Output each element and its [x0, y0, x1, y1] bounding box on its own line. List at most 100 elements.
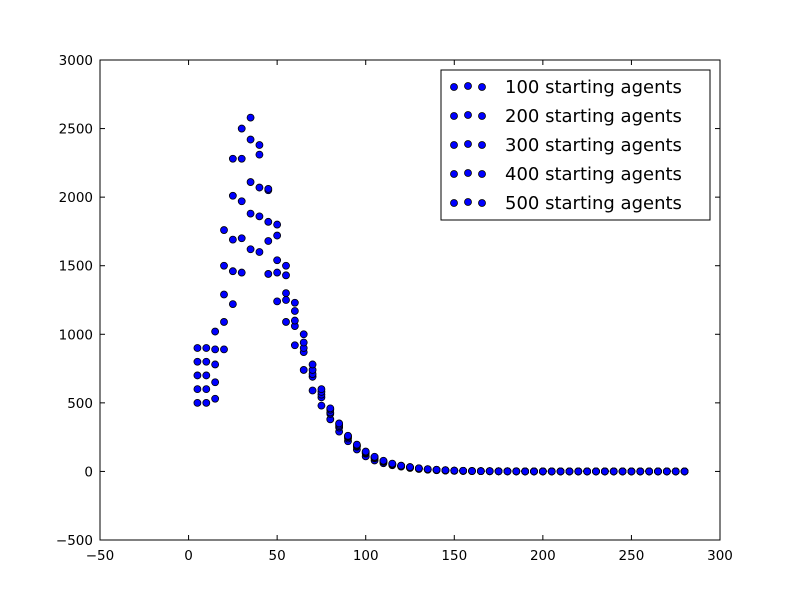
data-point-series-5 [432, 465, 441, 474]
data-point-series-5 [326, 404, 335, 413]
data-point-series-5 [290, 298, 299, 307]
data-point-series-1 [317, 401, 326, 410]
data-point-series-5 [503, 467, 512, 476]
data-point-series-5 [547, 467, 556, 476]
legend-item: 100 starting agents [450, 77, 682, 98]
legend-marker [450, 141, 458, 149]
y-tick-label: 1500 [59, 259, 93, 275]
data-point-series-5 [361, 447, 370, 456]
y-tick-label: 500 [67, 396, 93, 412]
data-point-series-5 [530, 467, 538, 476]
data-point-series-4 [211, 345, 220, 354]
data-point-series-4 [237, 154, 246, 163]
data-point-series-5 [228, 154, 237, 163]
data-point-series-1 [290, 341, 299, 350]
legend-item: 500 starting agents [450, 193, 682, 214]
data-point-series-2 [193, 385, 202, 394]
legend-marker [478, 170, 486, 178]
x-tick-label: 50 [269, 548, 286, 564]
data-point-series-1 [246, 245, 255, 254]
legend-marker [478, 83, 486, 91]
legend-marker [450, 199, 458, 207]
data-point-series-3 [282, 289, 290, 298]
legend-marker [450, 83, 458, 91]
legend-marker [450, 170, 458, 178]
data-point-series-1 [220, 345, 228, 354]
legend-label: 200 starting agents [505, 106, 682, 127]
data-point-series-5 [600, 467, 609, 476]
data-point-series-3 [220, 290, 228, 299]
data-point-series-5 [202, 344, 211, 352]
data-point-series-5 [485, 467, 494, 476]
data-point-series-3 [237, 197, 246, 206]
data-point-series-5 [494, 467, 503, 476]
data-point-series-4 [299, 338, 308, 347]
data-point-series-5 [308, 360, 317, 369]
data-point-series-5 [521, 467, 530, 476]
data-point-series-5 [441, 466, 450, 475]
legend-marker [464, 198, 472, 206]
data-point-series-5 [512, 467, 521, 476]
data-point-series-5 [556, 467, 565, 476]
y-tick-label: −500 [56, 533, 93, 549]
data-point-series-5 [406, 463, 414, 471]
data-point-series-5 [335, 419, 344, 428]
data-point-series-5 [565, 467, 574, 476]
data-point-series-2 [264, 237, 273, 245]
data-point-series-4 [290, 307, 299, 315]
data-point-series-5 [680, 467, 689, 476]
data-point-series-5 [352, 440, 361, 449]
legend-item: 300 starting agents [450, 135, 682, 156]
data-point-series-4 [273, 231, 282, 240]
data-point-series-5 [344, 431, 352, 440]
data-point-series-2 [228, 267, 237, 276]
data-point-series-5 [627, 467, 636, 476]
data-point-series-5 [592, 467, 600, 476]
data-point-series-5 [370, 452, 379, 461]
legend-marker [478, 199, 486, 207]
axis-ticks: −50 0 50 100 150 200 250 300−500050010001500200… [56, 53, 733, 564]
data-point-series-5 [574, 467, 583, 476]
x-tick-label: 0 [184, 548, 193, 564]
x-tick-label: 300 [707, 548, 733, 564]
x-tick-label: 150 [441, 548, 467, 564]
legend-label: 100 starting agents [505, 77, 682, 98]
legend: 100 starting agents 200 starting agents 30… [440, 69, 711, 221]
data-point-series-3 [211, 360, 220, 369]
data-point-series-4 [228, 191, 237, 200]
x-tick-label: 250 [619, 548, 645, 564]
data-point-series-4 [246, 135, 255, 144]
data-point-series-3 [273, 256, 282, 265]
legend-marker [464, 140, 472, 148]
data-point-series-2 [220, 318, 228, 326]
x-tick-label: −50 [86, 548, 115, 564]
data-point-series-2 [202, 385, 211, 394]
x-tick-label: 200 [530, 548, 556, 564]
data-point-series-2 [246, 209, 255, 218]
data-point-series-4 [193, 357, 202, 366]
data-point-series-2 [273, 268, 282, 277]
data-point-series-1 [193, 398, 202, 407]
data-point-series-5 [414, 464, 423, 473]
data-point-series-5 [211, 327, 220, 336]
y-tick-label: 0 [84, 464, 93, 480]
data-point-series-5 [255, 141, 264, 149]
data-point-series-5 [476, 467, 485, 476]
data-point-series-4 [220, 261, 228, 270]
data-point-series-1 [264, 270, 273, 278]
data-point-series-5 [583, 467, 592, 476]
legend-item: 200 starting agents [450, 106, 682, 127]
data-point-series-3 [193, 371, 202, 380]
data-point-series-5 [299, 330, 308, 339]
data-point-series-5 [282, 261, 290, 270]
data-point-series-2 [211, 378, 220, 387]
data-point-series-4 [255, 150, 264, 159]
data-point-series-2 [282, 296, 290, 304]
legend-marker [464, 111, 472, 119]
legend-marker [464, 169, 472, 177]
data-point-series-3 [290, 316, 299, 325]
data-point-series-1 [237, 268, 246, 277]
legend-marker [464, 82, 472, 90]
y-tick-label: 2000 [59, 190, 93, 206]
